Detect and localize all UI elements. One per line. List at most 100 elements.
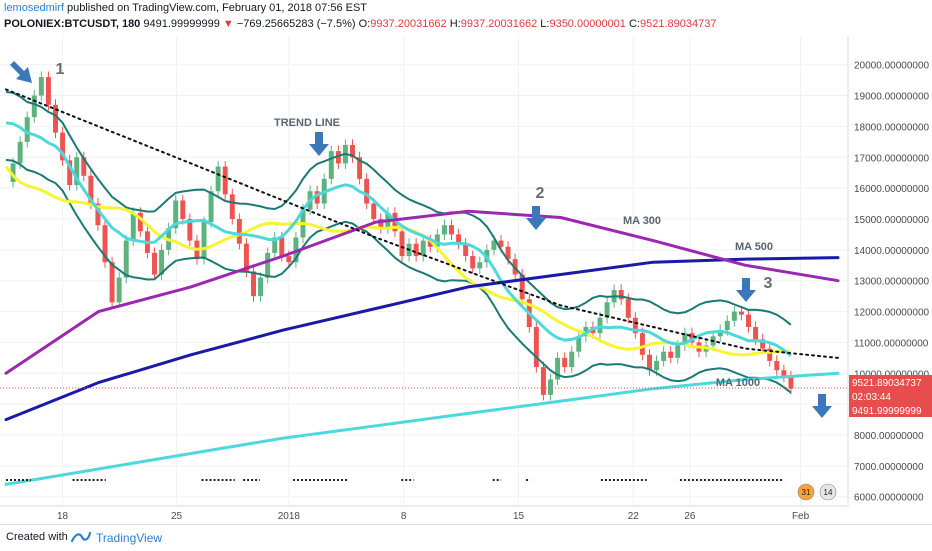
y-tick-label: 15000.00000000	[854, 215, 930, 226]
y-tick-label: 20000.00000000	[854, 61, 930, 72]
tradingview-icon[interactable]	[70, 529, 92, 545]
candle	[53, 104, 58, 133]
candle	[625, 299, 631, 318]
candle	[130, 212, 136, 241]
candle	[548, 379, 553, 395]
arrow-icon	[526, 206, 546, 230]
candle	[441, 225, 447, 235]
candle	[470, 256, 476, 269]
price-tag: 9521.89034737	[849, 375, 932, 389]
series-ma-500	[4, 256, 840, 422]
candle	[314, 191, 320, 204]
candle	[533, 327, 539, 368]
candle	[540, 367, 546, 395]
price-axis[interactable]: 20000.00000000 19000.00000000 18000.000000…	[847, 36, 930, 506]
candle	[449, 225, 454, 235]
candle	[654, 360, 660, 371]
arrow-icon-1	[10, 61, 32, 83]
y-tick-label: 16000.00000000	[854, 184, 930, 195]
wave-label: 1	[56, 61, 65, 78]
price-tag-bg	[849, 389, 932, 403]
tradingview-brand[interactable]: TradingView	[96, 531, 163, 545]
candle	[10, 163, 16, 182]
time-axis[interactable]: 18 25 2018 8 15 22 26 Feb	[0, 505, 848, 522]
candle	[258, 277, 264, 297]
candle	[95, 203, 101, 226]
candle	[159, 249, 165, 275]
x-tick-label: 22	[628, 511, 640, 522]
candle	[180, 200, 186, 219]
candle	[236, 218, 242, 244]
ohlc-header: POLONIEX:BTCUSDT, 180 9491.99999999 ▼ −7…	[4, 18, 716, 30]
candle	[251, 271, 256, 297]
y-tick-label: 11000.00000000	[854, 338, 929, 349]
series-ma-300	[4, 209, 840, 375]
change-value: −769.25665283 (−7.5%)	[236, 18, 356, 30]
wave-label: 2	[536, 185, 545, 202]
created-with-label: Created with	[6, 531, 68, 543]
candle	[67, 160, 73, 186]
price-tag: 02:03:44	[849, 389, 932, 403]
y-tick-label: 14000.00000000	[854, 246, 930, 257]
candle	[215, 166, 221, 192]
price-tag-text: 9491.99999999	[852, 406, 922, 417]
published-text: published on TradingView.com, February 0…	[66, 2, 368, 14]
candle	[738, 311, 744, 315]
candle	[717, 330, 723, 337]
candle	[434, 234, 440, 247]
y-tick-label: 13000.00000000	[854, 277, 930, 288]
candle	[208, 191, 214, 223]
arrow-icon	[812, 394, 832, 418]
y-tick-label: 17000.00000000	[854, 153, 930, 164]
candle	[604, 302, 610, 318]
price-chart[interactable]: 20000.0000000019000.0000000018000.000000…	[0, 0, 932, 524]
us-flag-icon	[819, 483, 837, 501]
candle	[618, 289, 624, 300]
arrow-icon-target	[812, 394, 832, 418]
candle	[60, 132, 66, 161]
event-badge[interactable]: 14	[819, 483, 837, 501]
annotation-text: TREND LINE	[274, 117, 340, 129]
series-ma-1000	[4, 371, 840, 486]
footer-bar: Created with TradingView	[0, 524, 932, 551]
author-link[interactable]: lemosedmirf	[4, 2, 64, 14]
candle	[569, 351, 575, 368]
candle	[760, 339, 766, 349]
candle	[498, 240, 504, 247]
candle	[24, 117, 30, 142]
ma-yellow-line	[4, 165, 792, 357]
candle	[505, 246, 511, 260]
ma-cyan-short-line	[5, 121, 792, 357]
candle	[286, 256, 292, 263]
high-label: H:	[449, 18, 461, 30]
price-tag-text: 9521.89034737	[852, 378, 922, 389]
candle	[689, 333, 695, 343]
candle	[788, 376, 794, 389]
candle	[427, 240, 433, 247]
arrow-icon-2	[526, 206, 546, 230]
candle	[350, 144, 355, 158]
candle	[364, 178, 370, 204]
candle	[562, 357, 568, 368]
candle	[201, 222, 207, 260]
candle	[767, 348, 773, 361]
candle	[38, 77, 44, 96]
candle	[243, 243, 249, 272]
candle	[491, 240, 497, 250]
annotation-text: MA 500	[735, 241, 773, 253]
y-tick-label: 18000.00000000	[854, 122, 930, 133]
arrow-icon	[10, 61, 32, 83]
bollinger-upper	[5, 91, 792, 326]
candle	[152, 252, 157, 275]
event-badge-label: 14	[824, 488, 833, 497]
candle	[45, 77, 51, 105]
candle	[279, 237, 285, 257]
event-badge[interactable]: 31	[797, 483, 815, 501]
candle	[413, 243, 419, 257]
low-value: 9350.00000001	[549, 18, 626, 30]
y-tick-label: 7000.00000000	[854, 462, 924, 473]
candle	[724, 320, 730, 331]
open-value: 9937.20031662	[370, 18, 447, 30]
candle	[477, 262, 483, 269]
close-label: C:	[628, 18, 640, 30]
